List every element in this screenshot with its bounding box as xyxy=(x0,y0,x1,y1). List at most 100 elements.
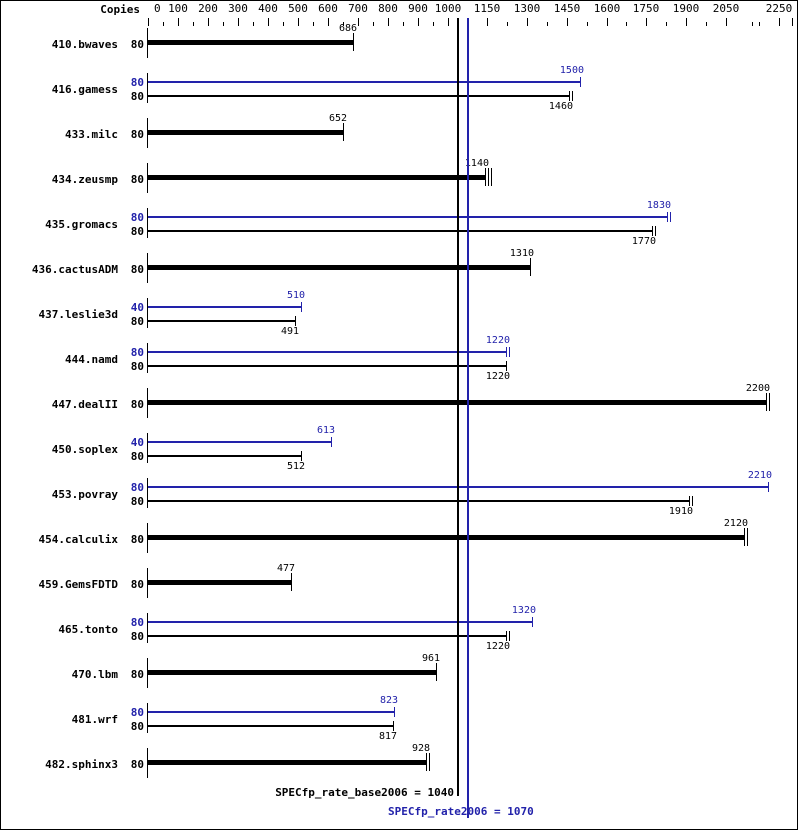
bar-end-cap xyxy=(291,573,292,591)
axis-tick-label: 1150 xyxy=(473,2,501,15)
bar-value-label-peak: 823 xyxy=(379,695,398,706)
benchmark-row-label: 437.leslie3d xyxy=(38,308,118,321)
bar-value-label-base: 512 xyxy=(286,461,305,472)
axis-tick-major xyxy=(726,18,727,26)
axis-tick-minor xyxy=(403,22,404,26)
copies-value-base: 80 xyxy=(130,398,144,411)
bar-end-cap xyxy=(532,617,533,627)
axis-tick-minor xyxy=(163,22,164,26)
base-reference-caption: SPECfp_rate_base2006 = 1040 xyxy=(275,786,454,799)
axis-tick-label: 1750 xyxy=(632,2,660,15)
bar-base xyxy=(148,265,530,270)
axis-tick-label: 900 xyxy=(408,2,428,15)
bar-base xyxy=(148,130,344,135)
axis-tick-minor xyxy=(706,22,707,26)
bar-value-label-base: 1220 xyxy=(485,371,510,382)
bar-end-cap xyxy=(509,347,510,357)
bar-end-cap xyxy=(393,721,394,731)
axis-tick-minor xyxy=(223,22,224,26)
copies-value-peak: 40 xyxy=(130,436,144,449)
axis-tick-major xyxy=(646,18,647,26)
axis-tick-major xyxy=(178,18,179,26)
bar-value-label-base: 1460 xyxy=(548,101,573,112)
bar-end-cap xyxy=(530,258,531,276)
axis-tick-major xyxy=(238,18,239,26)
bar-base xyxy=(148,535,745,540)
row-origin-tick xyxy=(147,388,148,418)
bar-base xyxy=(148,455,302,457)
bar-value-label-base: 686 xyxy=(338,23,357,34)
copies-value-peak: 40 xyxy=(130,301,144,314)
row-origin-tick xyxy=(147,613,148,643)
copies-value-peak: 80 xyxy=(130,481,144,494)
axis-tick-major xyxy=(527,18,528,26)
bar-end-cap xyxy=(509,631,510,641)
bar-end-cap xyxy=(768,482,769,492)
copies-value-peak: 80 xyxy=(130,616,144,629)
axis-tick-minor xyxy=(373,22,374,26)
axis-tick-label: 1300 xyxy=(513,2,541,15)
bar-value-label-base: 2120 xyxy=(723,518,748,529)
copies-value-base: 80 xyxy=(130,450,144,463)
row-origin-tick xyxy=(147,253,148,283)
axis-tick-major xyxy=(418,18,419,26)
row-origin-tick xyxy=(147,658,148,688)
bar-peak xyxy=(148,216,668,218)
bar-value-label-base: 961 xyxy=(421,653,440,664)
benchmark-row-label: 447.dealII xyxy=(51,398,118,411)
bar-end-cap xyxy=(331,437,332,447)
bar-value-label-peak: 1830 xyxy=(646,200,671,211)
axis-tick-major xyxy=(268,18,269,26)
bar-value-label-base: 652 xyxy=(328,113,347,124)
bar-end-cap xyxy=(485,168,486,186)
bar-end-cap xyxy=(744,528,745,546)
bar-peak xyxy=(148,621,533,623)
bar-base xyxy=(148,95,570,97)
row-origin-tick xyxy=(147,28,148,58)
peak-reference-line xyxy=(467,18,469,818)
copies-value-base: 80 xyxy=(130,578,144,591)
axis-tick-minor xyxy=(193,22,194,26)
copies-value-base: 80 xyxy=(130,495,144,508)
bar-value-label-base: 1770 xyxy=(631,236,656,247)
bar-base xyxy=(148,320,295,322)
copies-value-base: 80 xyxy=(130,668,144,681)
axis-tick-minor xyxy=(587,22,588,26)
bar-end-cap xyxy=(506,631,507,641)
axis-tick-major xyxy=(148,18,149,26)
benchmark-row-label: 481.wrf xyxy=(71,713,118,726)
benchmark-row-label: 435.gromacs xyxy=(45,218,118,231)
copies-value-peak: 80 xyxy=(130,346,144,359)
axis-tick-major xyxy=(686,18,687,26)
axis-tick-minor xyxy=(253,22,254,26)
axis-tick-major xyxy=(448,18,449,26)
bar-peak xyxy=(148,351,506,353)
row-origin-tick xyxy=(147,118,148,148)
copies-value-peak: 80 xyxy=(130,76,144,89)
bar-end-cap xyxy=(667,212,668,222)
benchmark-row-label: 465.tonto xyxy=(58,623,118,636)
bar-end-cap xyxy=(692,496,693,506)
benchmark-row-label: 410.bwaves xyxy=(51,38,118,51)
bar-base xyxy=(148,725,393,727)
bar-end-cap xyxy=(506,347,507,357)
row-origin-tick xyxy=(147,748,148,778)
benchmark-row-label: 454.calculix xyxy=(38,533,118,546)
row-origin-tick xyxy=(147,478,148,508)
bar-value-label-peak: 510 xyxy=(286,290,305,301)
axis-tick-label: 400 xyxy=(258,2,278,15)
axis-tick-label: 700 xyxy=(348,2,368,15)
bar-end-cap xyxy=(769,393,770,411)
copies-value-base: 80 xyxy=(130,533,144,546)
bar-peak xyxy=(148,306,301,308)
axis-tick-minor xyxy=(666,22,667,26)
copies-value-base: 80 xyxy=(130,38,144,51)
bar-end-cap xyxy=(301,302,302,312)
bar-end-cap xyxy=(436,663,437,681)
benchmark-row-label: 453.povray xyxy=(51,488,118,501)
axis-tick-major xyxy=(792,18,793,26)
axis-tick-label: 100 xyxy=(168,2,188,15)
copies-value-base: 80 xyxy=(130,360,144,373)
base-reference-line xyxy=(457,18,459,796)
